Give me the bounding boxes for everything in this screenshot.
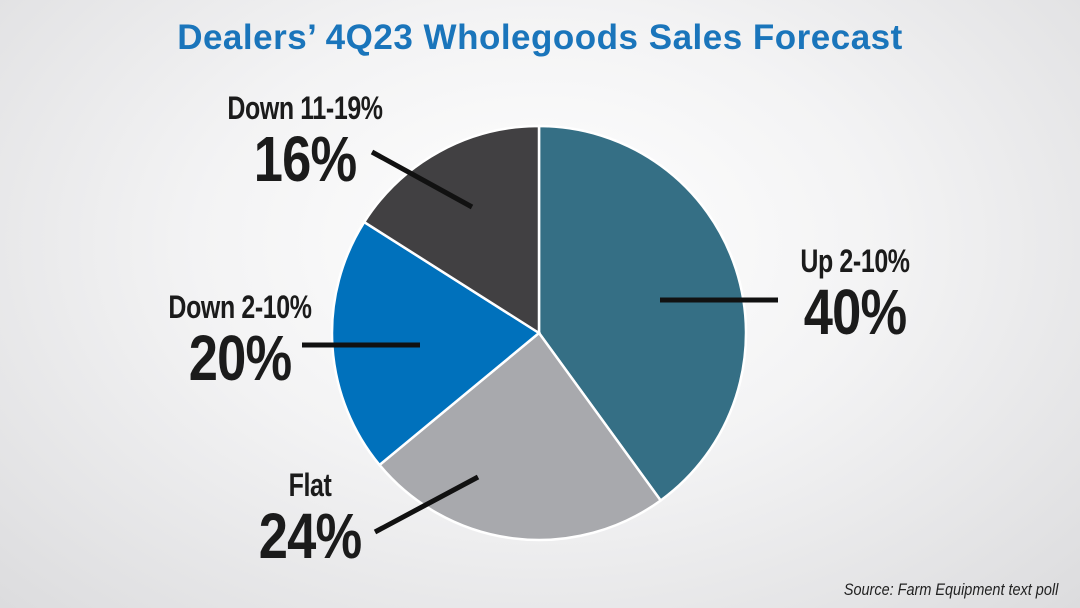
slice-value-flat: 24% bbox=[258, 500, 362, 572]
slice-category-down-2-10: Down 2-10% bbox=[168, 289, 312, 325]
pie-slice-up-2-10 bbox=[537, 124, 748, 503]
chart-title: Dealers’ 4Q23 Wholegoods Sales Forecast bbox=[177, 18, 903, 57]
leader-line-flat bbox=[373, 474, 480, 535]
slice-category-up-2-10: Up 2-10% bbox=[800, 243, 910, 279]
pie-slice-down-11-19 bbox=[362, 124, 541, 336]
slice-label-down-11-19: Down 11-19% 16% bbox=[190, 90, 420, 191]
slice-label-up-2-10: Up 2-10% 40% bbox=[760, 243, 950, 344]
leader-line-down-11-19 bbox=[370, 149, 474, 210]
slice-label-down-2-10: Down 2-10% 20% bbox=[125, 289, 355, 390]
slice-value-up-2-10: 40% bbox=[803, 276, 907, 348]
slice-category-flat: Flat bbox=[288, 467, 332, 503]
slice-value-down-11-19: 16% bbox=[253, 123, 357, 195]
pie-slice-flat bbox=[377, 331, 663, 542]
slice-label-flat: Flat 24% bbox=[215, 467, 405, 568]
slice-value-down-2-10: 20% bbox=[188, 322, 292, 394]
source-note: Source: Farm Equipment text poll bbox=[843, 580, 1058, 599]
slice-category-down-11-19: Down 11-19% bbox=[227, 90, 383, 126]
